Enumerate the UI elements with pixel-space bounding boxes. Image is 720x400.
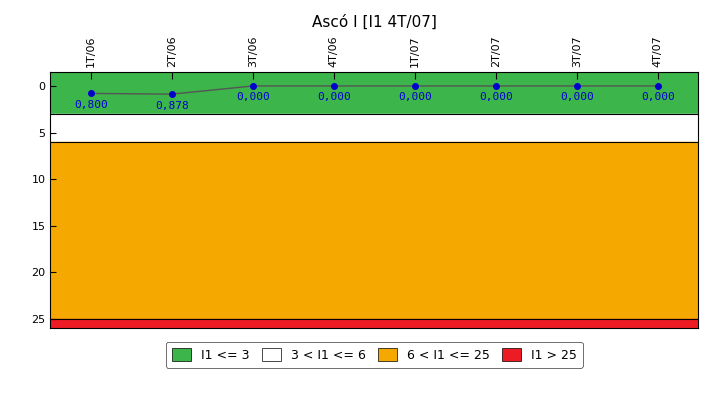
Text: 0,800: 0,800: [74, 100, 108, 110]
Point: [571, 83, 582, 89]
Point: [490, 83, 502, 89]
Point: [652, 83, 664, 89]
Text: 0,000: 0,000: [560, 92, 594, 102]
Legend: I1 <= 3, 3 < I1 <= 6, 6 < I1 <= 25, I1 > 25: I1 <= 3, 3 < I1 <= 6, 6 < I1 <= 25, I1 >…: [166, 342, 583, 368]
Point: [328, 83, 340, 89]
Point: [85, 90, 96, 97]
Bar: [50, 67, 698, 114]
Point: [166, 91, 178, 97]
Text: 0,000: 0,000: [641, 92, 675, 102]
Point: [409, 83, 420, 89]
Text: 0,878: 0,878: [155, 101, 189, 111]
Text: 0,000: 0,000: [398, 92, 432, 102]
Bar: [50, 142, 698, 319]
Text: 0,000: 0,000: [479, 92, 513, 102]
Text: 0,000: 0,000: [236, 92, 270, 102]
Bar: [50, 319, 698, 337]
Title: Ascó I [I1 4T/07]: Ascó I [I1 4T/07]: [312, 15, 437, 30]
Text: 0,000: 0,000: [317, 92, 351, 102]
Point: [247, 83, 258, 89]
Bar: [50, 114, 698, 142]
